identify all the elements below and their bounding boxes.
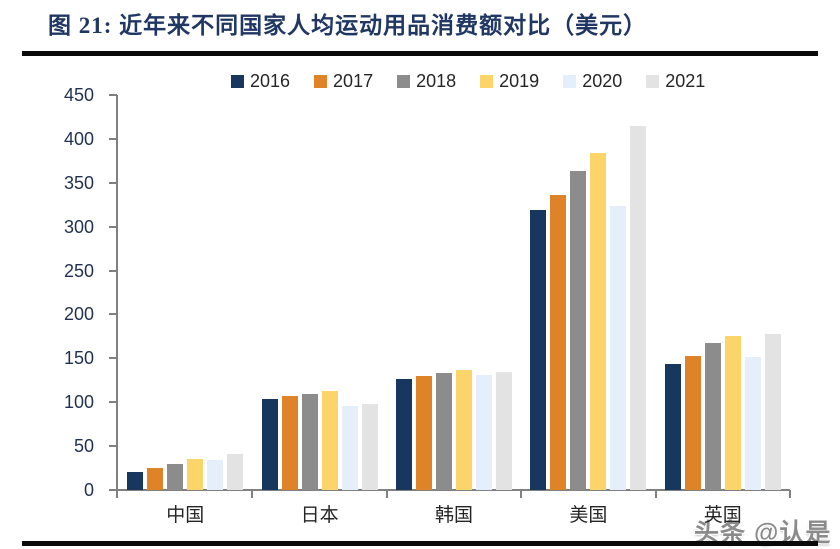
- x-axis-tick: [251, 490, 254, 498]
- y-tick-label: 450: [63, 85, 94, 105]
- y-axis-tick: [109, 489, 117, 491]
- legend-label: 2021: [665, 71, 706, 91]
- bar: [227, 454, 244, 490]
- y-tick-label: 400: [63, 128, 94, 149]
- y-axis-tick: [109, 181, 117, 184]
- legend-swatch-icon: [231, 75, 244, 88]
- x-axis-tick: [520, 490, 523, 498]
- category-label: 日本: [300, 505, 339, 526]
- y-axis-line: [116, 95, 118, 498]
- x-axis-tick: [385, 490, 388, 498]
- legend-item: 2016: [231, 71, 290, 92]
- legend-item: 2017: [314, 71, 373, 92]
- y-tick-label: 350: [63, 172, 94, 193]
- y-tick-label: 0: [83, 480, 94, 500]
- legend-item: 2021: [646, 71, 705, 92]
- legend-label: 2016: [250, 71, 291, 91]
- y-tick-label: 100: [63, 392, 94, 413]
- legend-label: 2019: [499, 71, 540, 91]
- category-label: 英国: [703, 505, 742, 526]
- y-tick-label: 300: [63, 216, 94, 237]
- y-axis-tick: [109, 137, 117, 140]
- bar: [610, 206, 627, 490]
- bar: [724, 336, 741, 490]
- bar: [704, 343, 721, 490]
- legend-swatch-icon: [314, 75, 328, 88]
- legend-label: 2018: [416, 71, 457, 91]
- category-label: 美国: [569, 505, 608, 526]
- bar: [630, 125, 647, 490]
- bar: [664, 364, 681, 490]
- bar: [684, 355, 701, 490]
- x-axis-line: [116, 489, 790, 491]
- bar: [301, 394, 318, 490]
- legend-label: 2020: [582, 71, 623, 91]
- x-axis-tick: [789, 490, 791, 498]
- y-axis-tick: [109, 357, 117, 360]
- top-divider: [22, 51, 818, 56]
- bar: [281, 396, 298, 490]
- y-axis-tick: [109, 269, 117, 272]
- bar: [187, 459, 204, 490]
- bar: [436, 373, 452, 490]
- category-label: 韩国: [434, 505, 473, 526]
- bar: [147, 468, 164, 490]
- legend-item: 2019: [480, 71, 539, 92]
- bar: [570, 171, 587, 490]
- bar: [764, 333, 781, 490]
- bar: [261, 398, 278, 490]
- bar: [456, 369, 472, 490]
- legend-swatch-icon: [563, 75, 577, 88]
- legend-swatch-icon: [646, 75, 660, 88]
- y-axis-tick: [109, 225, 117, 228]
- chart-legend: 2016 2017 2018 2019 2020 2021: [231, 71, 705, 92]
- bar: [550, 195, 567, 490]
- bar: [321, 390, 338, 490]
- figure-title: 图 21: 近年来不同国家人均运动用品消费额对比（美元）: [48, 13, 648, 38]
- bar: [341, 405, 358, 490]
- y-tick-label: 150: [63, 348, 94, 369]
- bar: [416, 375, 432, 490]
- category-label: 中国: [166, 505, 205, 526]
- y-tick-label: 250: [63, 260, 94, 281]
- y-tick-label: 200: [63, 304, 94, 325]
- bar: [496, 372, 512, 490]
- y-axis-tick: [109, 445, 117, 448]
- x-axis-tick: [654, 490, 657, 498]
- bar: [127, 471, 144, 490]
- legend-swatch-icon: [480, 75, 494, 88]
- bar: [476, 375, 492, 490]
- legend-item: 2018: [397, 71, 456, 92]
- legend-label: 2017: [333, 71, 374, 91]
- y-axis-tick: [109, 313, 117, 316]
- bar: [361, 403, 378, 490]
- bar: [167, 463, 184, 490]
- legend-item: 2020: [563, 71, 622, 92]
- bar: [207, 460, 224, 490]
- bottom-divider: [22, 541, 818, 546]
- legend-swatch-icon: [397, 75, 411, 88]
- y-axis-tick: [109, 401, 117, 404]
- bar: [396, 378, 412, 490]
- bar: [590, 152, 607, 490]
- bar: [530, 209, 547, 490]
- bar: [744, 356, 761, 490]
- y-axis-tick: [109, 94, 117, 96]
- y-tick-label: 50: [73, 436, 94, 457]
